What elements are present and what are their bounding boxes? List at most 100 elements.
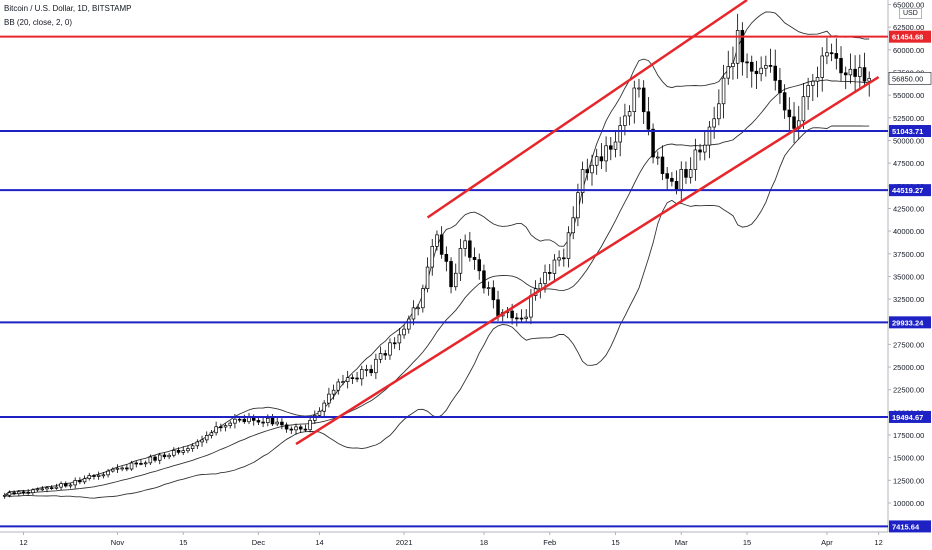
candle-body (839, 58, 843, 74)
candle-body (219, 426, 223, 429)
candle-body (350, 377, 355, 379)
candle-body (717, 103, 721, 120)
x-tick-label: Nov (111, 538, 125, 547)
candle-body (688, 169, 693, 178)
candle-body (120, 467, 124, 470)
candle-body (87, 475, 92, 479)
candle-body (740, 30, 745, 63)
x-tick-label: 2021 (396, 538, 413, 547)
candle-body (590, 164, 594, 174)
trend-line (426, 0, 748, 219)
candle-body (599, 156, 604, 162)
candle-body (82, 478, 87, 483)
x-tick-label: Feb (543, 538, 556, 547)
candle-body (172, 450, 176, 456)
candle-body (209, 432, 214, 436)
candle-body (458, 248, 463, 274)
candle-body (7, 492, 12, 496)
candle-body (78, 480, 82, 483)
candle-body (21, 491, 26, 494)
candle-body (698, 149, 702, 153)
candle-body (64, 483, 68, 487)
candle-body (557, 257, 561, 261)
candle-body (768, 65, 773, 67)
candle-body (298, 426, 303, 430)
candle-body (143, 462, 148, 465)
candle-body (125, 467, 129, 470)
currency-label[interactable]: USD (899, 8, 922, 19)
candle-body (190, 445, 195, 450)
candle-body (355, 377, 359, 380)
candle-body (388, 342, 392, 356)
candle-body (425, 266, 430, 289)
level-badge (889, 316, 931, 329)
candle-body (45, 487, 49, 490)
candle-body (134, 462, 139, 465)
y-tick-label: 40000.00 (893, 227, 924, 236)
candle-body (54, 486, 59, 489)
candle-body (430, 246, 435, 268)
candle-body (749, 61, 754, 72)
candle-body (111, 468, 115, 472)
candle-body (148, 456, 153, 464)
x-tick-label: 18 (480, 538, 488, 547)
candle-body (731, 62, 735, 67)
y-tick-label: 35000.00 (893, 272, 924, 281)
candle-body (453, 272, 458, 288)
candle-body (829, 52, 834, 55)
candle-body (435, 234, 439, 247)
candle-body (646, 111, 651, 130)
x-tick-label: 15 (611, 538, 619, 547)
candle-body (637, 87, 641, 90)
candle-body (327, 393, 331, 404)
candle-body (670, 177, 674, 182)
candle-body (96, 474, 101, 477)
candle-body (322, 402, 326, 412)
y-tick-label: 37500.00 (893, 250, 924, 259)
candle-body (707, 126, 712, 146)
candle-body (92, 475, 96, 477)
candle-body (754, 70, 759, 75)
candle-body (345, 377, 350, 383)
candle-body (284, 424, 289, 430)
x-tick-label: 14 (315, 538, 323, 547)
candle-body (261, 421, 265, 424)
y-tick-label: 42500.00 (893, 204, 924, 213)
level-label: 44519.27 (892, 186, 923, 195)
candle-body (115, 467, 120, 470)
candle-body (341, 381, 345, 384)
candle-body (270, 417, 275, 425)
candle-body (543, 272, 547, 284)
candle-body (317, 410, 322, 416)
y-tick-label: 25000.00 (893, 363, 924, 372)
candle-body (815, 77, 820, 82)
candle-body (416, 307, 420, 310)
candle-body (31, 489, 35, 494)
candle-body (721, 77, 726, 105)
candle-body (623, 115, 627, 126)
candle-body (49, 487, 54, 489)
candle-body (106, 470, 110, 476)
y-tick-label: 12500.00 (893, 476, 924, 485)
candle-body (181, 450, 185, 453)
bb-lower-band (4, 125, 870, 499)
candle-body (510, 310, 514, 319)
candle-body (477, 259, 481, 272)
candle-body (674, 180, 679, 190)
candle-body (515, 317, 519, 320)
candle-body (585, 169, 590, 174)
x-tick-label: Mar (675, 538, 688, 547)
candle-body (139, 463, 143, 465)
candle-body (40, 488, 45, 491)
candle-body (684, 169, 688, 178)
candle-body (576, 192, 580, 219)
candle-body (613, 141, 618, 150)
candle-body (759, 67, 763, 75)
candle-body (242, 418, 247, 423)
candle-body (562, 257, 566, 260)
candle-body (449, 261, 453, 288)
candle-body (580, 169, 585, 194)
candle-body (153, 456, 157, 461)
candle-body (538, 283, 543, 290)
